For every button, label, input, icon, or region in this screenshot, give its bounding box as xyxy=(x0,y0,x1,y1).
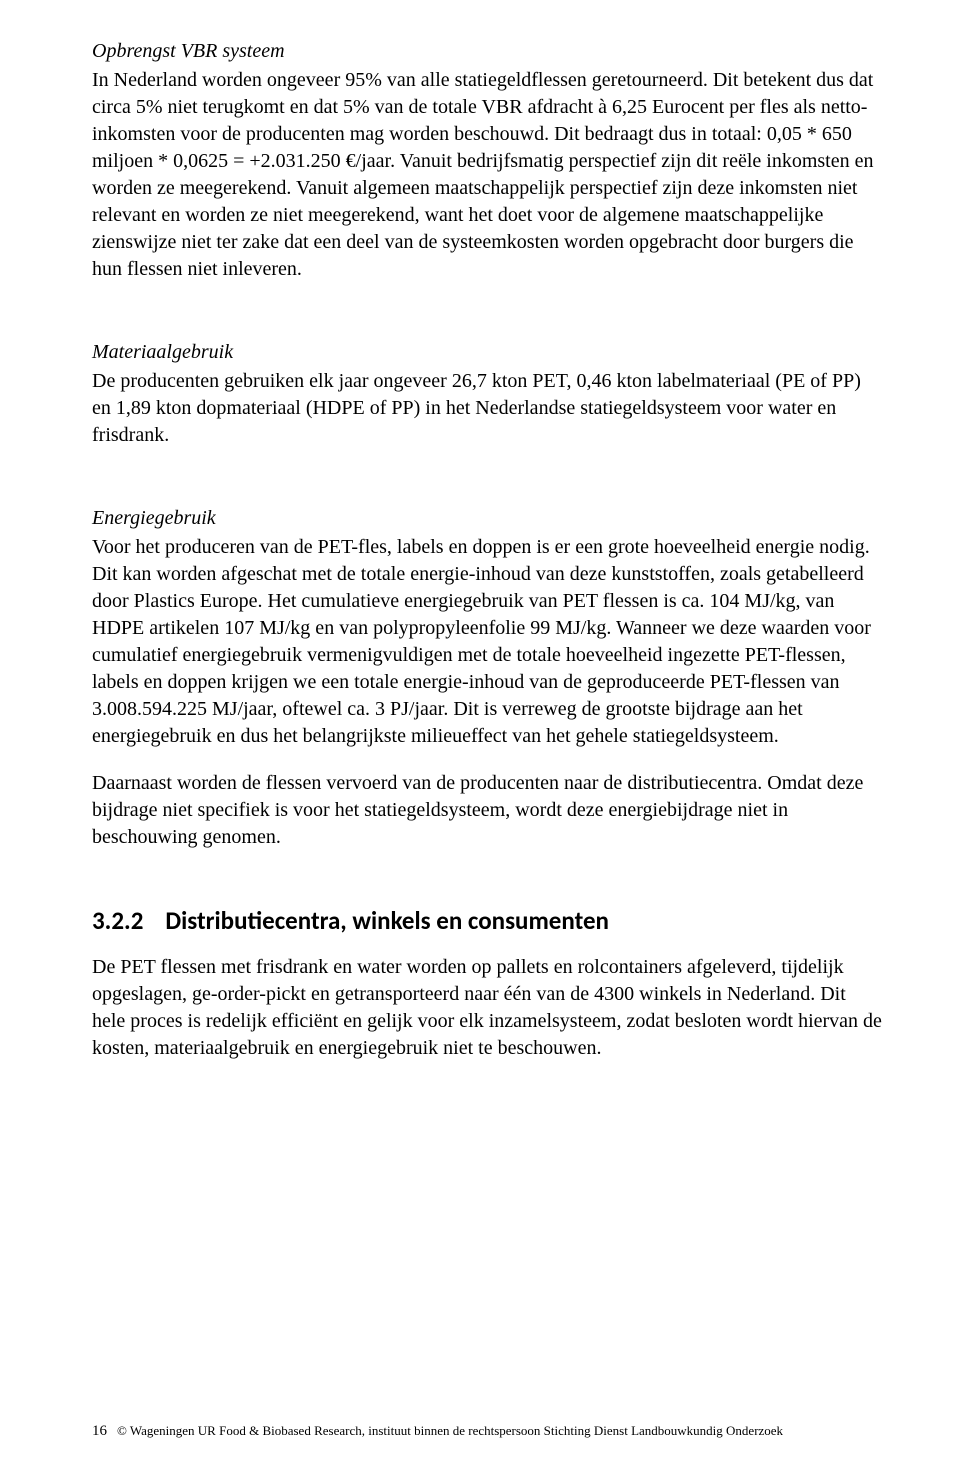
subsection-title: Distributiecentra, winkels en consumente… xyxy=(165,905,609,936)
spacer xyxy=(92,750,882,770)
page-footer: 16 © Wageningen UR Food & Biobased Resear… xyxy=(92,1423,882,1440)
heading-opbrengst: Opbrengst VBR systeem xyxy=(92,38,882,65)
para-energiegebruik-2: Daarnaast worden de flessen vervoerd van… xyxy=(92,770,882,851)
para-opbrengst: In Nederland worden ongeveer 95% van all… xyxy=(92,67,882,283)
para-distributiecentra: De PET flessen met frisdrank en water wo… xyxy=(92,954,882,1062)
page-number: 16 xyxy=(92,1423,107,1439)
subsection-heading: 3.2.2 Distributiecentra, winkels en consu… xyxy=(92,905,882,936)
para-energiegebruik-1: Voor het produceren van de PET-fles, lab… xyxy=(92,534,882,750)
subsection-number: 3.2.2 xyxy=(92,905,143,936)
document-page: Opbrengst VBR systeem In Nederland worde… xyxy=(0,0,960,1468)
spacer xyxy=(92,283,882,339)
heading-materiaalgebruik: Materiaalgebruik xyxy=(92,339,882,366)
heading-energiegebruik: Energiegebruik xyxy=(92,505,882,532)
para-materiaalgebruik: De producenten gebruiken elk jaar ongeve… xyxy=(92,368,882,449)
spacer xyxy=(92,449,882,505)
footer-text: © Wageningen UR Food & Biobased Research… xyxy=(117,1423,783,1438)
